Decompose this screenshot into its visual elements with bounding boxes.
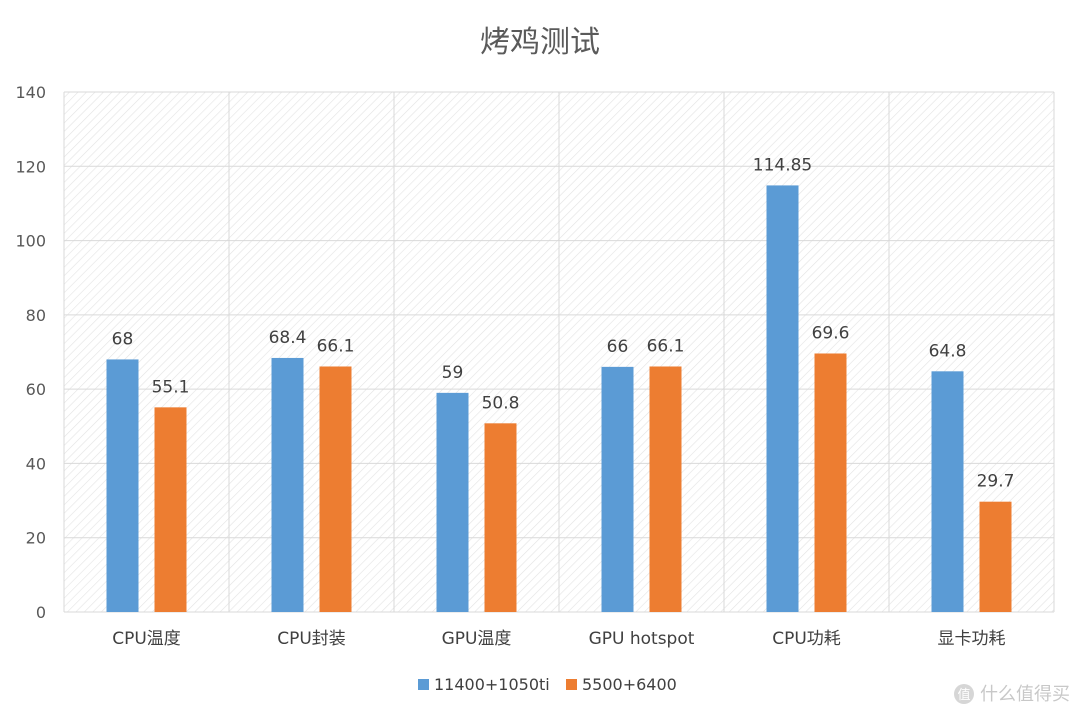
y-axis: 0 20 40 60 80 100 120 140 bbox=[15, 83, 46, 622]
bar-series-2 bbox=[814, 353, 847, 612]
data-label: 68 bbox=[112, 329, 134, 349]
data-label: 68.4 bbox=[269, 328, 307, 348]
y-tick-label: 0 bbox=[36, 603, 46, 622]
bars bbox=[106, 185, 1012, 612]
bar-series-1 bbox=[601, 366, 634, 612]
y-tick-label: 100 bbox=[15, 232, 46, 251]
x-axis: CPU温度 CPU封装 GPU温度 GPU hotspot CPU功耗 显卡功耗 bbox=[112, 629, 1005, 649]
legend-swatch-1 bbox=[418, 679, 429, 690]
data-label: 66.1 bbox=[317, 336, 355, 356]
y-tick-label: 60 bbox=[26, 380, 46, 399]
data-label: 114.85 bbox=[753, 155, 812, 175]
zhi-logo-icon: 值 bbox=[954, 684, 974, 704]
data-label: 69.6 bbox=[812, 323, 850, 343]
data-label: 59 bbox=[442, 363, 464, 383]
legend-swatch-2 bbox=[566, 679, 577, 690]
bar-series-1 bbox=[436, 392, 469, 612]
y-tick-label: 40 bbox=[26, 454, 46, 473]
chart-title: 烤鸡测试 bbox=[480, 25, 600, 60]
bar-series-1 bbox=[106, 359, 139, 612]
watermark-text: 什么值得买 bbox=[980, 684, 1070, 705]
gridlines bbox=[63, 91, 1055, 613]
bar-series-2 bbox=[649, 366, 682, 612]
data-label: 66 bbox=[607, 337, 629, 357]
data-label: 29.7 bbox=[977, 472, 1015, 492]
data-label: 66.1 bbox=[647, 336, 685, 356]
bar-series-2 bbox=[154, 407, 187, 612]
x-tick-label: CPU功耗 bbox=[772, 629, 841, 649]
data-label: 50.8 bbox=[482, 393, 520, 413]
legend-label-1: 11400+1050ti bbox=[434, 675, 550, 694]
data-label: 55.1 bbox=[152, 377, 190, 397]
y-tick-label: 120 bbox=[15, 157, 46, 176]
y-tick-label: 80 bbox=[26, 306, 46, 325]
legend-label-2: 5500+6400 bbox=[582, 675, 677, 694]
bar-series-2 bbox=[319, 366, 352, 612]
bar-series-1 bbox=[766, 185, 799, 612]
bar-series-1 bbox=[931, 371, 964, 612]
x-tick-label: CPU温度 bbox=[112, 629, 181, 649]
data-labels: 68 55.1 68.4 66.1 59 50.8 66 66.1 114.85 69.6 64.8… bbox=[112, 155, 1015, 491]
bar-series-2 bbox=[484, 423, 517, 612]
bar-series-2 bbox=[979, 501, 1012, 612]
data-label: 64.8 bbox=[929, 341, 967, 361]
x-tick-label: GPU温度 bbox=[442, 629, 512, 649]
x-tick-label: 显卡功耗 bbox=[938, 629, 1006, 649]
x-tick-label: GPU hotspot bbox=[589, 629, 695, 649]
y-tick-label: 20 bbox=[26, 529, 46, 548]
legend: 11400+1050ti 5500+6400 bbox=[418, 675, 677, 694]
watermark: 值 什么值得买 bbox=[954, 684, 1070, 705]
bar-series-1 bbox=[271, 357, 304, 612]
y-tick-label: 140 bbox=[15, 83, 46, 102]
x-tick-label: CPU封装 bbox=[277, 629, 346, 649]
svg-text:值: 值 bbox=[957, 687, 970, 703]
